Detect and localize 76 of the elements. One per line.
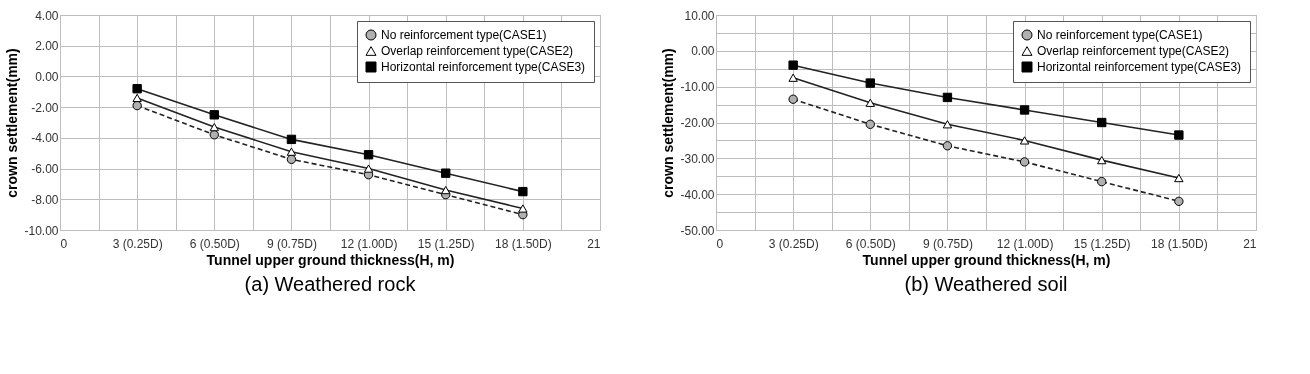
point bbox=[1174, 173, 1184, 183]
legend-label: Horizontal reinforcement type(CASE3) bbox=[381, 60, 586, 74]
y-axis-title: crown settlement(mm) bbox=[660, 48, 677, 198]
point bbox=[286, 134, 297, 145]
y-tick-label: 0.00 bbox=[35, 69, 59, 84]
x-tick-label: 0 bbox=[60, 236, 68, 251]
text: (b) Weathered soil bbox=[904, 273, 1068, 295]
x-tick-label: 12 (1.00D) bbox=[340, 236, 398, 251]
y-tick-label: -30.00 bbox=[680, 151, 715, 166]
y-tick-label: -10.00 bbox=[24, 223, 59, 238]
x-tick-label: 15 (1.25D) bbox=[417, 236, 475, 251]
y-axis-title: crown settlement(mm) bbox=[4, 48, 21, 198]
y-tick-label: -6.00 bbox=[31, 162, 59, 177]
point bbox=[518, 186, 528, 197]
point bbox=[942, 92, 953, 103]
x-tick-label: 6 (0.50D) bbox=[189, 236, 240, 251]
point bbox=[1097, 117, 1107, 128]
point bbox=[942, 120, 953, 129]
point bbox=[865, 98, 875, 107]
point bbox=[1174, 196, 1184, 207]
x-tick-label: 12 (1.00D) bbox=[996, 236, 1054, 251]
y-tick-label: 2.00 bbox=[35, 39, 59, 54]
point bbox=[441, 168, 451, 178]
y-tick-label: 4.00 bbox=[35, 8, 59, 23]
point bbox=[788, 94, 798, 104]
point bbox=[209, 122, 219, 132]
point bbox=[1097, 176, 1107, 187]
x-tick-label: 15 (1.25D) bbox=[1073, 236, 1131, 251]
x-tick-label: 21 bbox=[587, 236, 601, 251]
point bbox=[286, 154, 297, 165]
point bbox=[363, 150, 374, 160]
point bbox=[1097, 156, 1107, 165]
y-tick-label: -4.00 bbox=[31, 131, 59, 146]
point bbox=[209, 110, 219, 120]
x-tick-label: 6 (0.50D) bbox=[845, 236, 896, 251]
legend-label: Overlap reinforcement type(CASE2) bbox=[1037, 44, 1230, 58]
point bbox=[788, 60, 798, 70]
y-tick-label: -20.00 bbox=[680, 116, 715, 130]
text: (a) Weathered rock bbox=[244, 273, 417, 295]
point bbox=[1019, 136, 1030, 145]
y-tick-label: -8.00 bbox=[31, 192, 59, 207]
x-tick-label: 3 (0.25D) bbox=[768, 236, 819, 251]
y-tick-label: -50.00 bbox=[680, 223, 715, 238]
point bbox=[942, 141, 953, 151]
point bbox=[518, 204, 528, 213]
point bbox=[865, 78, 875, 88]
x-tick-label: 18 (1.50D) bbox=[495, 236, 552, 251]
point bbox=[132, 100, 142, 111]
legend-label: Horizontal reinforcement type(CASE3) bbox=[1037, 60, 1242, 74]
x-tick-label: 9 (0.75D) bbox=[922, 236, 973, 251]
x-tick-label: 3 (0.25D) bbox=[112, 236, 163, 251]
point bbox=[132, 84, 142, 94]
point bbox=[865, 119, 875, 129]
legend-label: No reinforcement type(CASE1) bbox=[381, 28, 547, 42]
point bbox=[209, 130, 219, 140]
y-tick-label: 0.00 bbox=[691, 44, 715, 59]
x-axis-title: Tunnel upper ground thickness(H, m) bbox=[206, 251, 455, 268]
x-axis-title: Tunnel upper ground thickness(H, m) bbox=[862, 251, 1111, 268]
point bbox=[441, 185, 451, 195]
y-tick-label: -2.00 bbox=[31, 100, 59, 115]
point bbox=[132, 93, 142, 103]
x-tick-label: 18 (1.50D) bbox=[1151, 236, 1208, 251]
x-tick-label: 0 bbox=[716, 236, 724, 251]
point bbox=[1019, 157, 1030, 167]
point bbox=[1174, 130, 1184, 140]
y-tick-label: 10.00 bbox=[684, 8, 715, 23]
point bbox=[1019, 105, 1030, 115]
legend-label: Overlap reinforcement type(CASE2) bbox=[381, 44, 574, 58]
point bbox=[286, 147, 297, 156]
point bbox=[363, 164, 374, 173]
y-tick-label: -40.00 bbox=[680, 187, 715, 202]
y-tick-label: -10.00 bbox=[680, 80, 715, 95]
x-tick-label: 9 (0.75D) bbox=[266, 236, 317, 251]
point bbox=[788, 73, 798, 82]
legend-label: No reinforcement type(CASE1) bbox=[1037, 28, 1203, 42]
x-tick-label: 21 bbox=[1243, 236, 1257, 251]
